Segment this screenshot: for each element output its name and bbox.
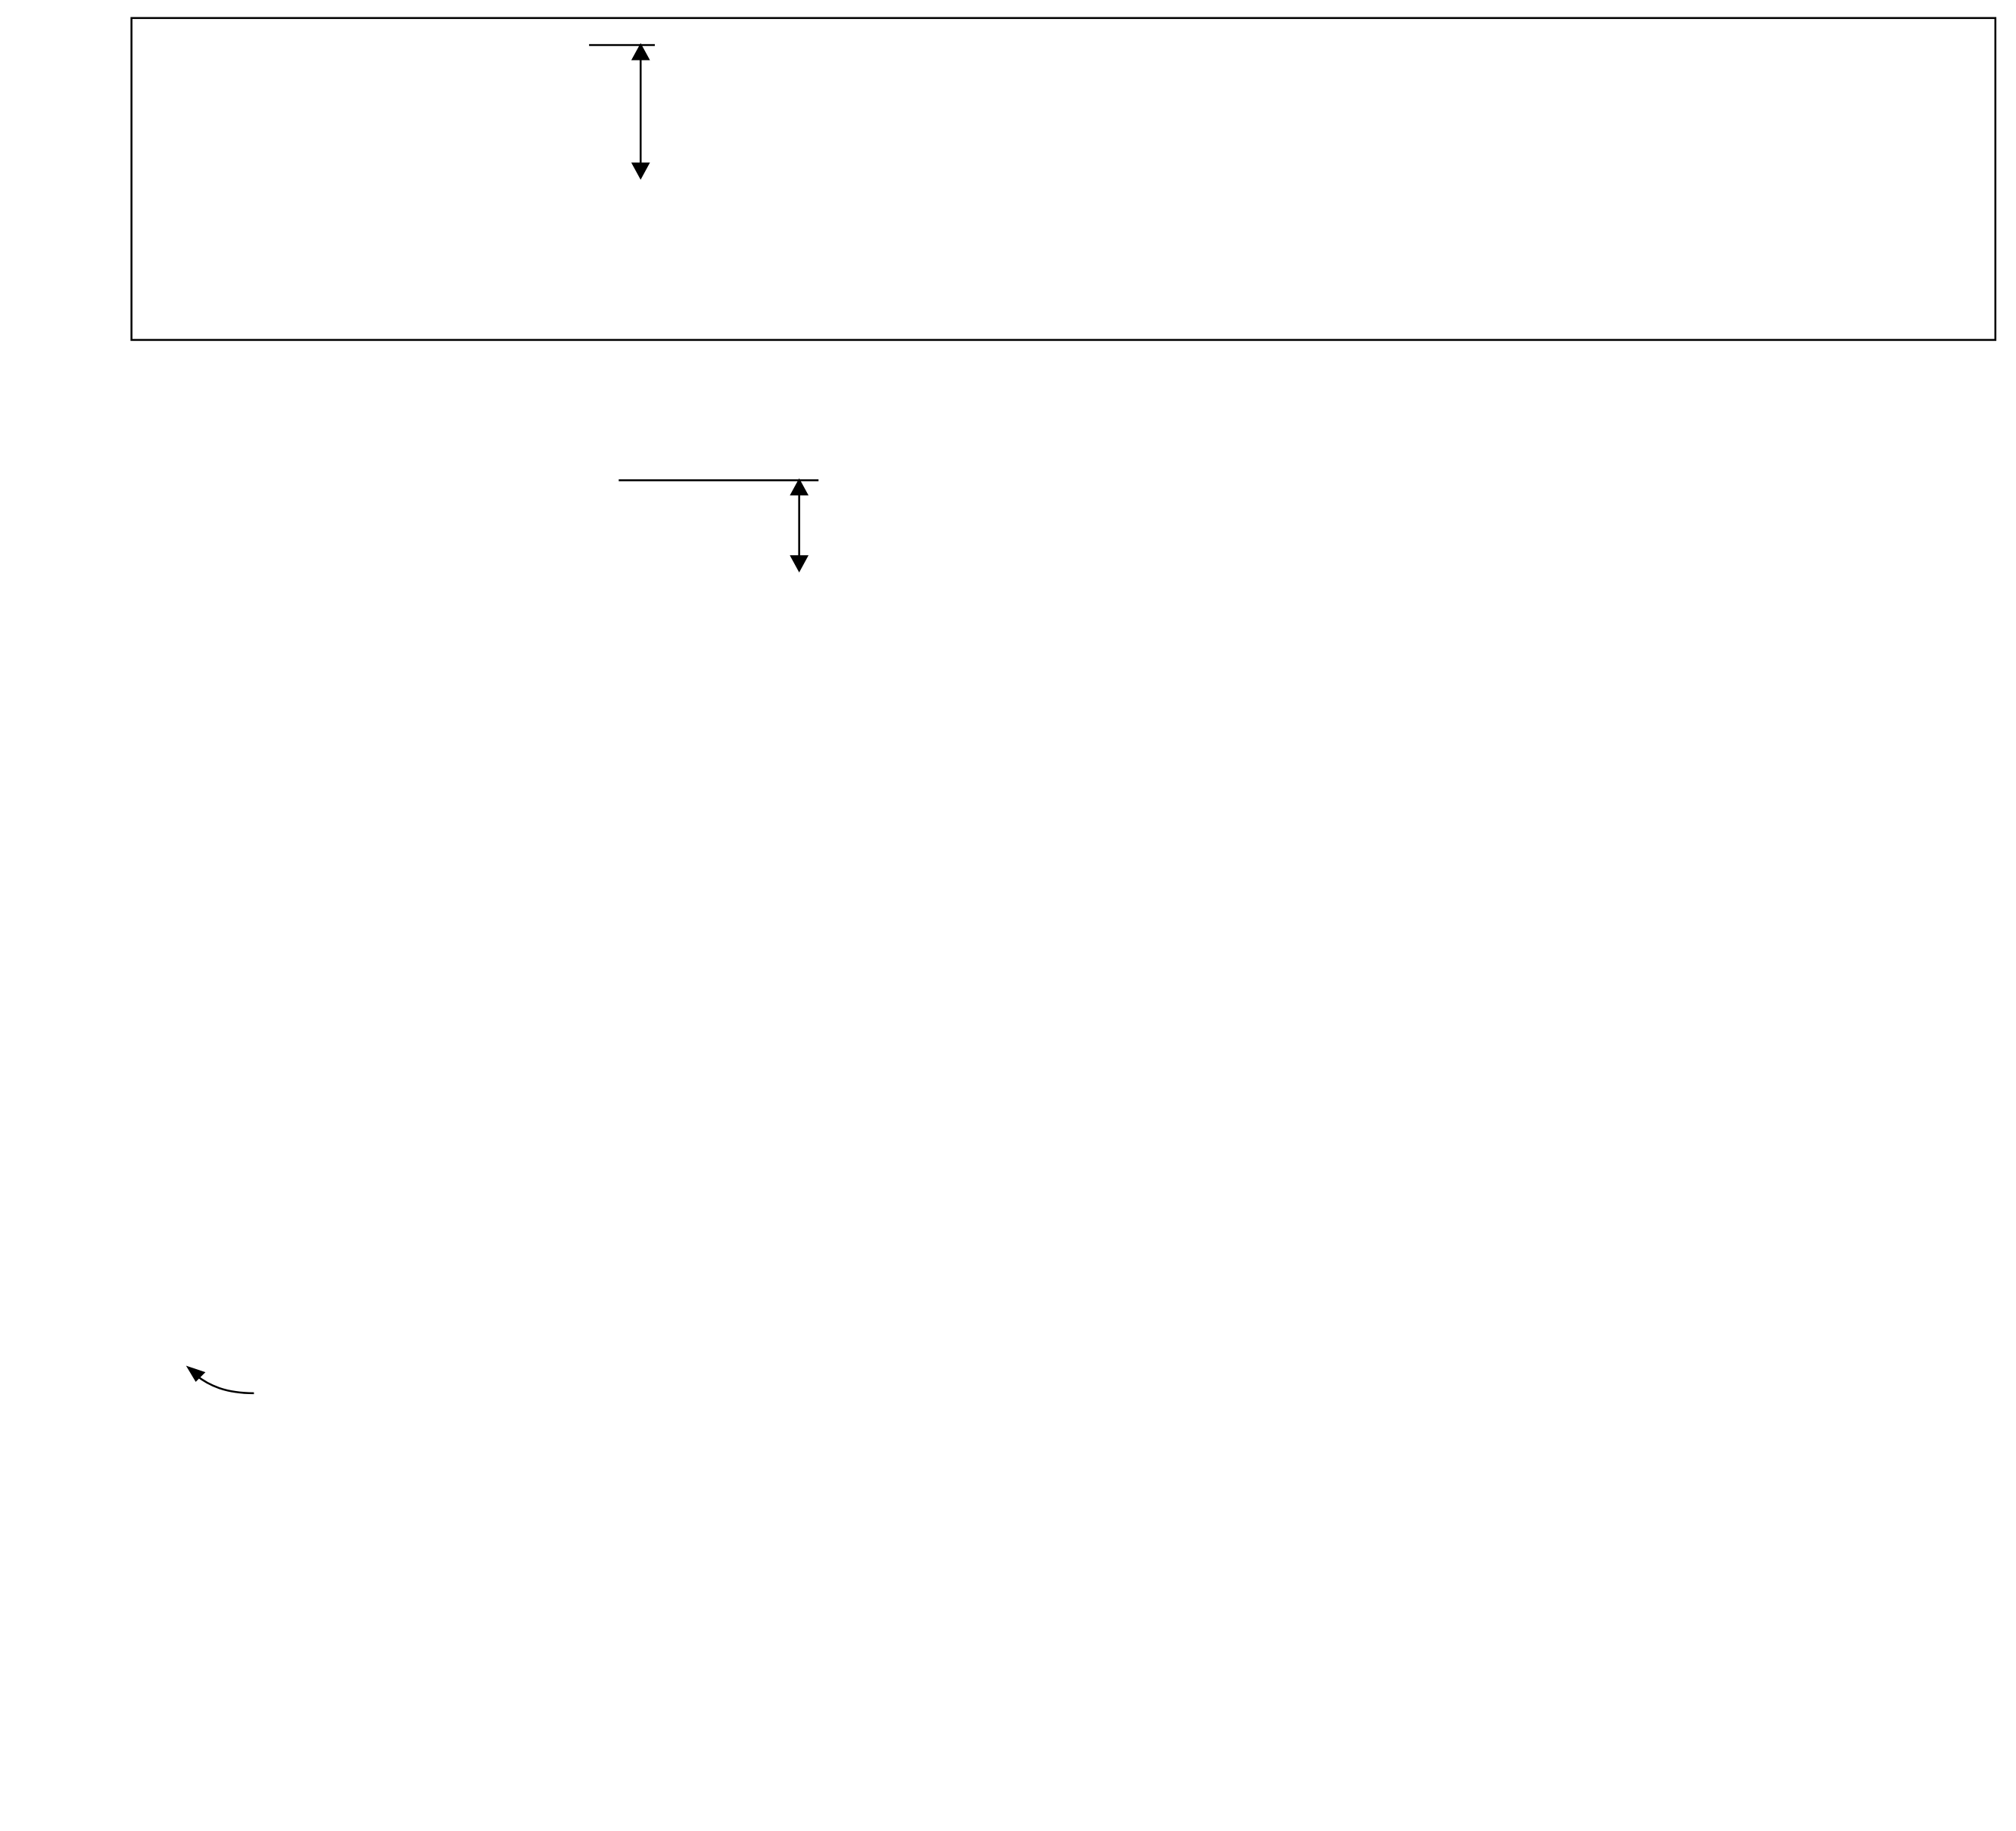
- arrow-head: [185, 1365, 206, 1382]
- callout-arrow: [195, 1374, 254, 1395]
- arrow-heads: [790, 478, 809, 572]
- plot-frame: [130, 17, 1997, 342]
- arrow-heads: [631, 42, 650, 180]
- arrows: [185, 42, 819, 1395]
